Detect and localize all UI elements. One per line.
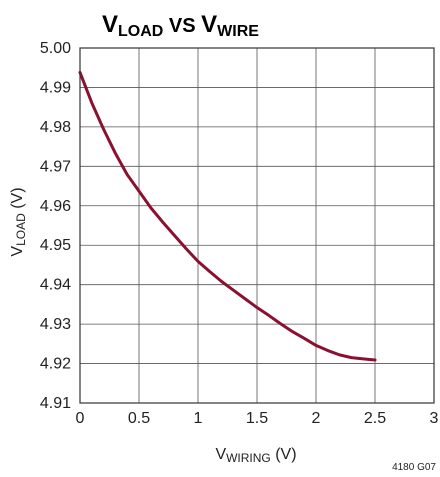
y-tick-label: 4.97 [40,158,71,175]
x-tick-label: 1 [194,410,203,427]
series-layer [78,70,377,362]
chart-title: VLOAD VS VWIRE [102,11,259,40]
x-tick-label: 0 [76,410,85,427]
y-tick-label: 4.93 [40,316,71,333]
y-tick-label: 4.91 [40,395,71,412]
y-tick-label: 4.99 [40,79,71,96]
grid [79,47,435,404]
y-tick-label: 4.92 [40,356,71,373]
x-tick-label: 0.5 [128,410,150,427]
y-tick-label: 4.98 [40,119,71,136]
plot-frame [79,47,435,404]
y-tick-label: 4.96 [40,198,71,215]
x-tick-label: 1.5 [246,410,268,427]
x-tick-label: 3 [430,410,439,427]
y-tick-label: 5.00 [40,40,71,57]
figure-code: 4180 G07 [392,462,436,473]
y-tick-label: 4.94 [40,277,71,294]
x-tick-labels: 0 0.5 1 1.5 2 2.5 3 [76,410,439,427]
series-line-0 [78,70,377,362]
y-axis-label: VLOAD (V) [9,187,28,256]
y-tick-label: 4.95 [40,237,71,254]
x-axis-label: VWIRING (V) [215,446,296,465]
x-tick-label: 2.5 [364,410,386,427]
y-tick-labels: 4.91 4.92 4.93 4.94 4.95 4.96 4.97 4.98 4.99 5.00 [40,40,71,412]
x-tick-label: 2 [312,410,321,427]
